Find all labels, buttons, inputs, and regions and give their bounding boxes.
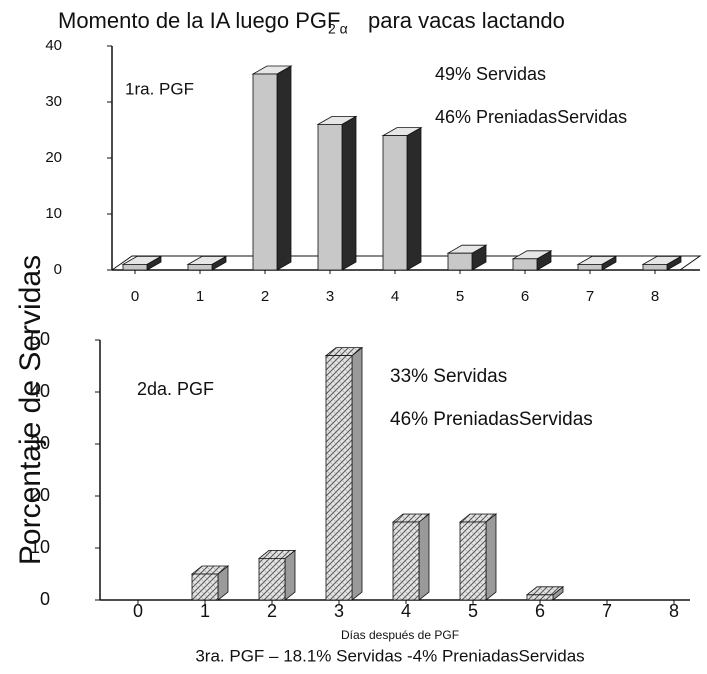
x-tick-label: 7 [586, 288, 594, 305]
x-tick-label: 0 [131, 288, 139, 305]
title-suffix: para vacas lactando [368, 8, 565, 33]
annotation: 1ra. PGF [125, 79, 194, 98]
x-tick-label: 5 [456, 288, 464, 305]
x-tick-label: 2 [267, 601, 277, 621]
bar [317, 124, 343, 271]
x-tick-label: 0 [133, 601, 143, 621]
y-tick-label: 40 [30, 381, 50, 401]
y-axis-label: Porcentaje de Servidas [14, 255, 47, 565]
x-tick-label: 4 [401, 601, 411, 621]
y-tick-label: 40 [45, 37, 62, 54]
bar [459, 521, 487, 601]
x-tick-label: 1 [200, 601, 210, 621]
footer: 3ra. PGF – 18.1% Servidas -4% PreniadasS… [195, 646, 584, 665]
y-tick-label: 10 [30, 537, 50, 557]
title-subscript: 2 α [328, 21, 348, 37]
bar-side [406, 126, 422, 271]
x-tick-label: 7 [602, 601, 612, 621]
x-axis-label: Días después de PGF [341, 628, 459, 642]
bar-side [485, 513, 497, 601]
annotation: 46% PreniadasServidas [390, 409, 593, 430]
y-tick-label: 50 [30, 329, 50, 349]
x-tick-label: 8 [651, 288, 659, 305]
bar-side [284, 549, 296, 601]
bar [382, 135, 408, 271]
bar-side [341, 115, 357, 271]
bar [642, 263, 668, 271]
bar [526, 594, 554, 601]
bar [122, 263, 148, 271]
annotation: 2da. PGF [137, 379, 214, 399]
bar [187, 263, 213, 271]
x-tick-label: 6 [535, 601, 545, 621]
x-tick-label: 3 [326, 288, 334, 305]
annotation: 46% PreniadasServidas [435, 107, 627, 127]
bar [191, 573, 219, 601]
bar [252, 73, 278, 271]
x-tick-label: 4 [391, 288, 399, 305]
bar [325, 355, 353, 601]
y-tick-label: 0 [40, 589, 50, 609]
title: Momento de la IA luego PGF [58, 8, 341, 33]
y-tick-label: 20 [30, 485, 50, 505]
bar [512, 258, 538, 271]
bar-side [276, 65, 292, 271]
annotation: 33% Servidas [390, 366, 507, 387]
bar [447, 252, 473, 271]
x-tick-label: 1 [196, 288, 204, 305]
bar-side [351, 346, 363, 601]
bar-side [418, 513, 430, 601]
x-tick-label: 3 [334, 601, 344, 621]
bar [392, 521, 420, 601]
x-tick-label: 8 [669, 601, 679, 621]
y-tick-label: 20 [45, 149, 62, 166]
y-tick-label: 30 [45, 93, 62, 110]
annotation: 49% Servidas [435, 64, 546, 84]
x-tick-label: 2 [261, 288, 269, 305]
y-tick-label: 30 [30, 433, 50, 453]
y-tick-label: 10 [45, 205, 62, 222]
x-tick-label: 6 [521, 288, 529, 305]
y-tick-label: 0 [54, 261, 62, 278]
bar [577, 263, 603, 271]
bar [258, 558, 286, 601]
x-tick-label: 5 [468, 601, 478, 621]
